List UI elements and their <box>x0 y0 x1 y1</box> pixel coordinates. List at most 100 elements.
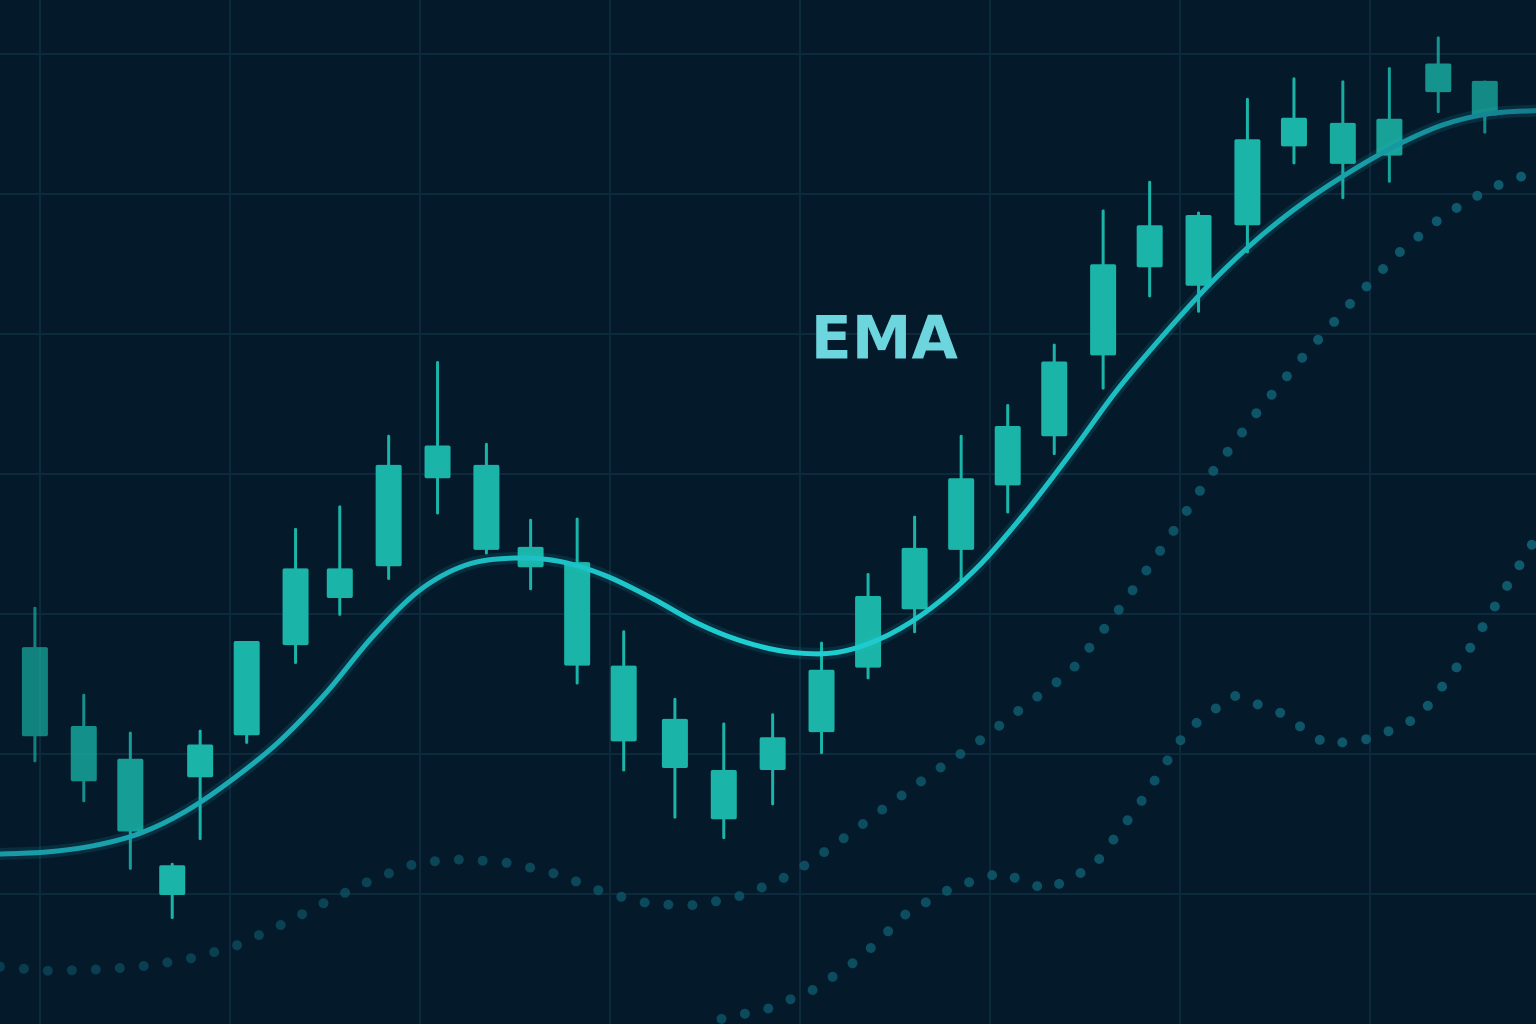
dotted-series-1-point <box>571 876 581 887</box>
dotted-series-1-point <box>209 947 220 958</box>
candle-body <box>855 595 882 668</box>
dotted-series-2-point <box>1437 681 1448 692</box>
dotted-series-1-point <box>1194 485 1205 496</box>
dotted-series-2-point <box>987 870 998 881</box>
candle-body <box>610 665 637 742</box>
candle <box>1425 36 1452 114</box>
dotted-series-2-point <box>1175 735 1186 746</box>
dotted-series-2-point <box>1337 737 1348 748</box>
candle-body <box>1280 117 1307 147</box>
candle <box>70 693 97 803</box>
candle <box>808 641 835 755</box>
candle <box>564 517 591 685</box>
dotted-series-2-point <box>1477 622 1488 633</box>
dotted-series-2-point <box>1149 775 1160 786</box>
dotted-series-1-point <box>1516 171 1527 182</box>
dotted-series-1-point <box>275 920 286 930</box>
dotted-series-2-point <box>1009 872 1020 883</box>
dotted-series-2-point <box>900 909 911 920</box>
dotted-series-1-point <box>916 776 926 787</box>
dotted-series-1-point <box>1345 298 1355 309</box>
dotted-series-1-point <box>1222 446 1233 457</box>
dotted-series-1-point <box>1069 661 1080 672</box>
dotted-series-1-point <box>253 930 264 941</box>
dotted-series-2-point <box>1489 601 1500 612</box>
candle <box>855 572 882 680</box>
ema-line <box>0 108 1536 857</box>
dotted-series-1-point <box>756 882 767 893</box>
candlesticks <box>21 36 1498 920</box>
dotted-series-2-point <box>1075 868 1086 878</box>
candle <box>610 630 637 772</box>
dotted-series-1-point <box>857 819 868 829</box>
candle <box>710 722 737 840</box>
dotted-series-1-point <box>734 891 745 902</box>
dotted-series-1-point <box>687 900 698 911</box>
dotted-series-1-point <box>1329 316 1340 327</box>
dotted-series-1-point <box>1168 525 1179 536</box>
candle <box>1136 180 1163 298</box>
candle <box>326 505 353 616</box>
dotted-series-1-point <box>525 862 536 873</box>
dotted-series-1-point <box>1113 604 1124 615</box>
dotted-series-1-point <box>1127 585 1138 596</box>
dotted-series-1-point <box>1313 334 1324 345</box>
candle <box>159 862 186 920</box>
candle-body <box>424 445 451 479</box>
dotted-series-1-point <box>1237 427 1247 438</box>
candle-body <box>326 568 353 599</box>
dotted-series-1-point <box>1493 180 1504 190</box>
candle <box>948 434 975 583</box>
dotted-series-1-point <box>361 877 372 888</box>
candle-body <box>375 464 402 567</box>
dotted-series-1-point <box>778 872 789 883</box>
candle <box>1234 97 1261 254</box>
dotted-series-2-point <box>1252 699 1263 710</box>
dotted-series-2-point <box>716 1013 727 1024</box>
dotted-series-2-point <box>1122 815 1133 826</box>
dotted-series-2-point <box>1108 834 1119 845</box>
dotted-series-2-point <box>1230 691 1241 701</box>
dotted-series-1-point <box>18 963 29 974</box>
candle-body <box>473 464 500 550</box>
candle <box>661 697 688 819</box>
dotted-series-1-point <box>1181 505 1192 516</box>
dotted-series-1-point <box>1208 465 1219 476</box>
dotted-series-2-point <box>920 897 931 908</box>
dotted-series-2-point <box>1361 734 1372 745</box>
candle <box>901 515 928 634</box>
candle-body <box>759 737 786 771</box>
annotation-layer: EMA <box>811 303 959 373</box>
candle-body <box>233 641 260 736</box>
candle-body <box>1329 122 1356 164</box>
dotted-series-1-point <box>799 860 810 871</box>
candle-body <box>282 568 309 646</box>
dotted-lines <box>0 171 1536 1024</box>
dotted-series-2-point <box>1136 795 1147 806</box>
dotted-series-1-point <box>1413 231 1424 242</box>
candle-body <box>1234 139 1261 226</box>
candle-body <box>117 758 144 832</box>
dotted-series-1-point <box>1141 565 1152 576</box>
dotted-series-2-point <box>1032 881 1043 892</box>
dotted-series-2-point <box>1451 662 1462 673</box>
dotted-series-1-point <box>1361 281 1372 292</box>
dotted-series-1-point <box>232 940 243 951</box>
candle-body <box>710 770 737 820</box>
candle-body <box>21 647 48 737</box>
candle-body <box>1471 80 1498 116</box>
dotted-series-1-point <box>1251 408 1262 419</box>
candle <box>282 527 309 665</box>
dotted-series-1-point <box>501 857 512 868</box>
dotted-series-2-point <box>785 994 796 1005</box>
candle-body <box>1425 63 1452 93</box>
dotted-series-1-point <box>1378 264 1388 274</box>
dotted-series-1-point <box>383 868 394 879</box>
candle <box>117 731 144 870</box>
dotted-series-1-point <box>340 887 351 898</box>
dotted-series-1-point <box>994 720 1005 731</box>
dotted-series-1-point <box>1281 371 1292 382</box>
dotted-series-1-point <box>429 856 440 867</box>
